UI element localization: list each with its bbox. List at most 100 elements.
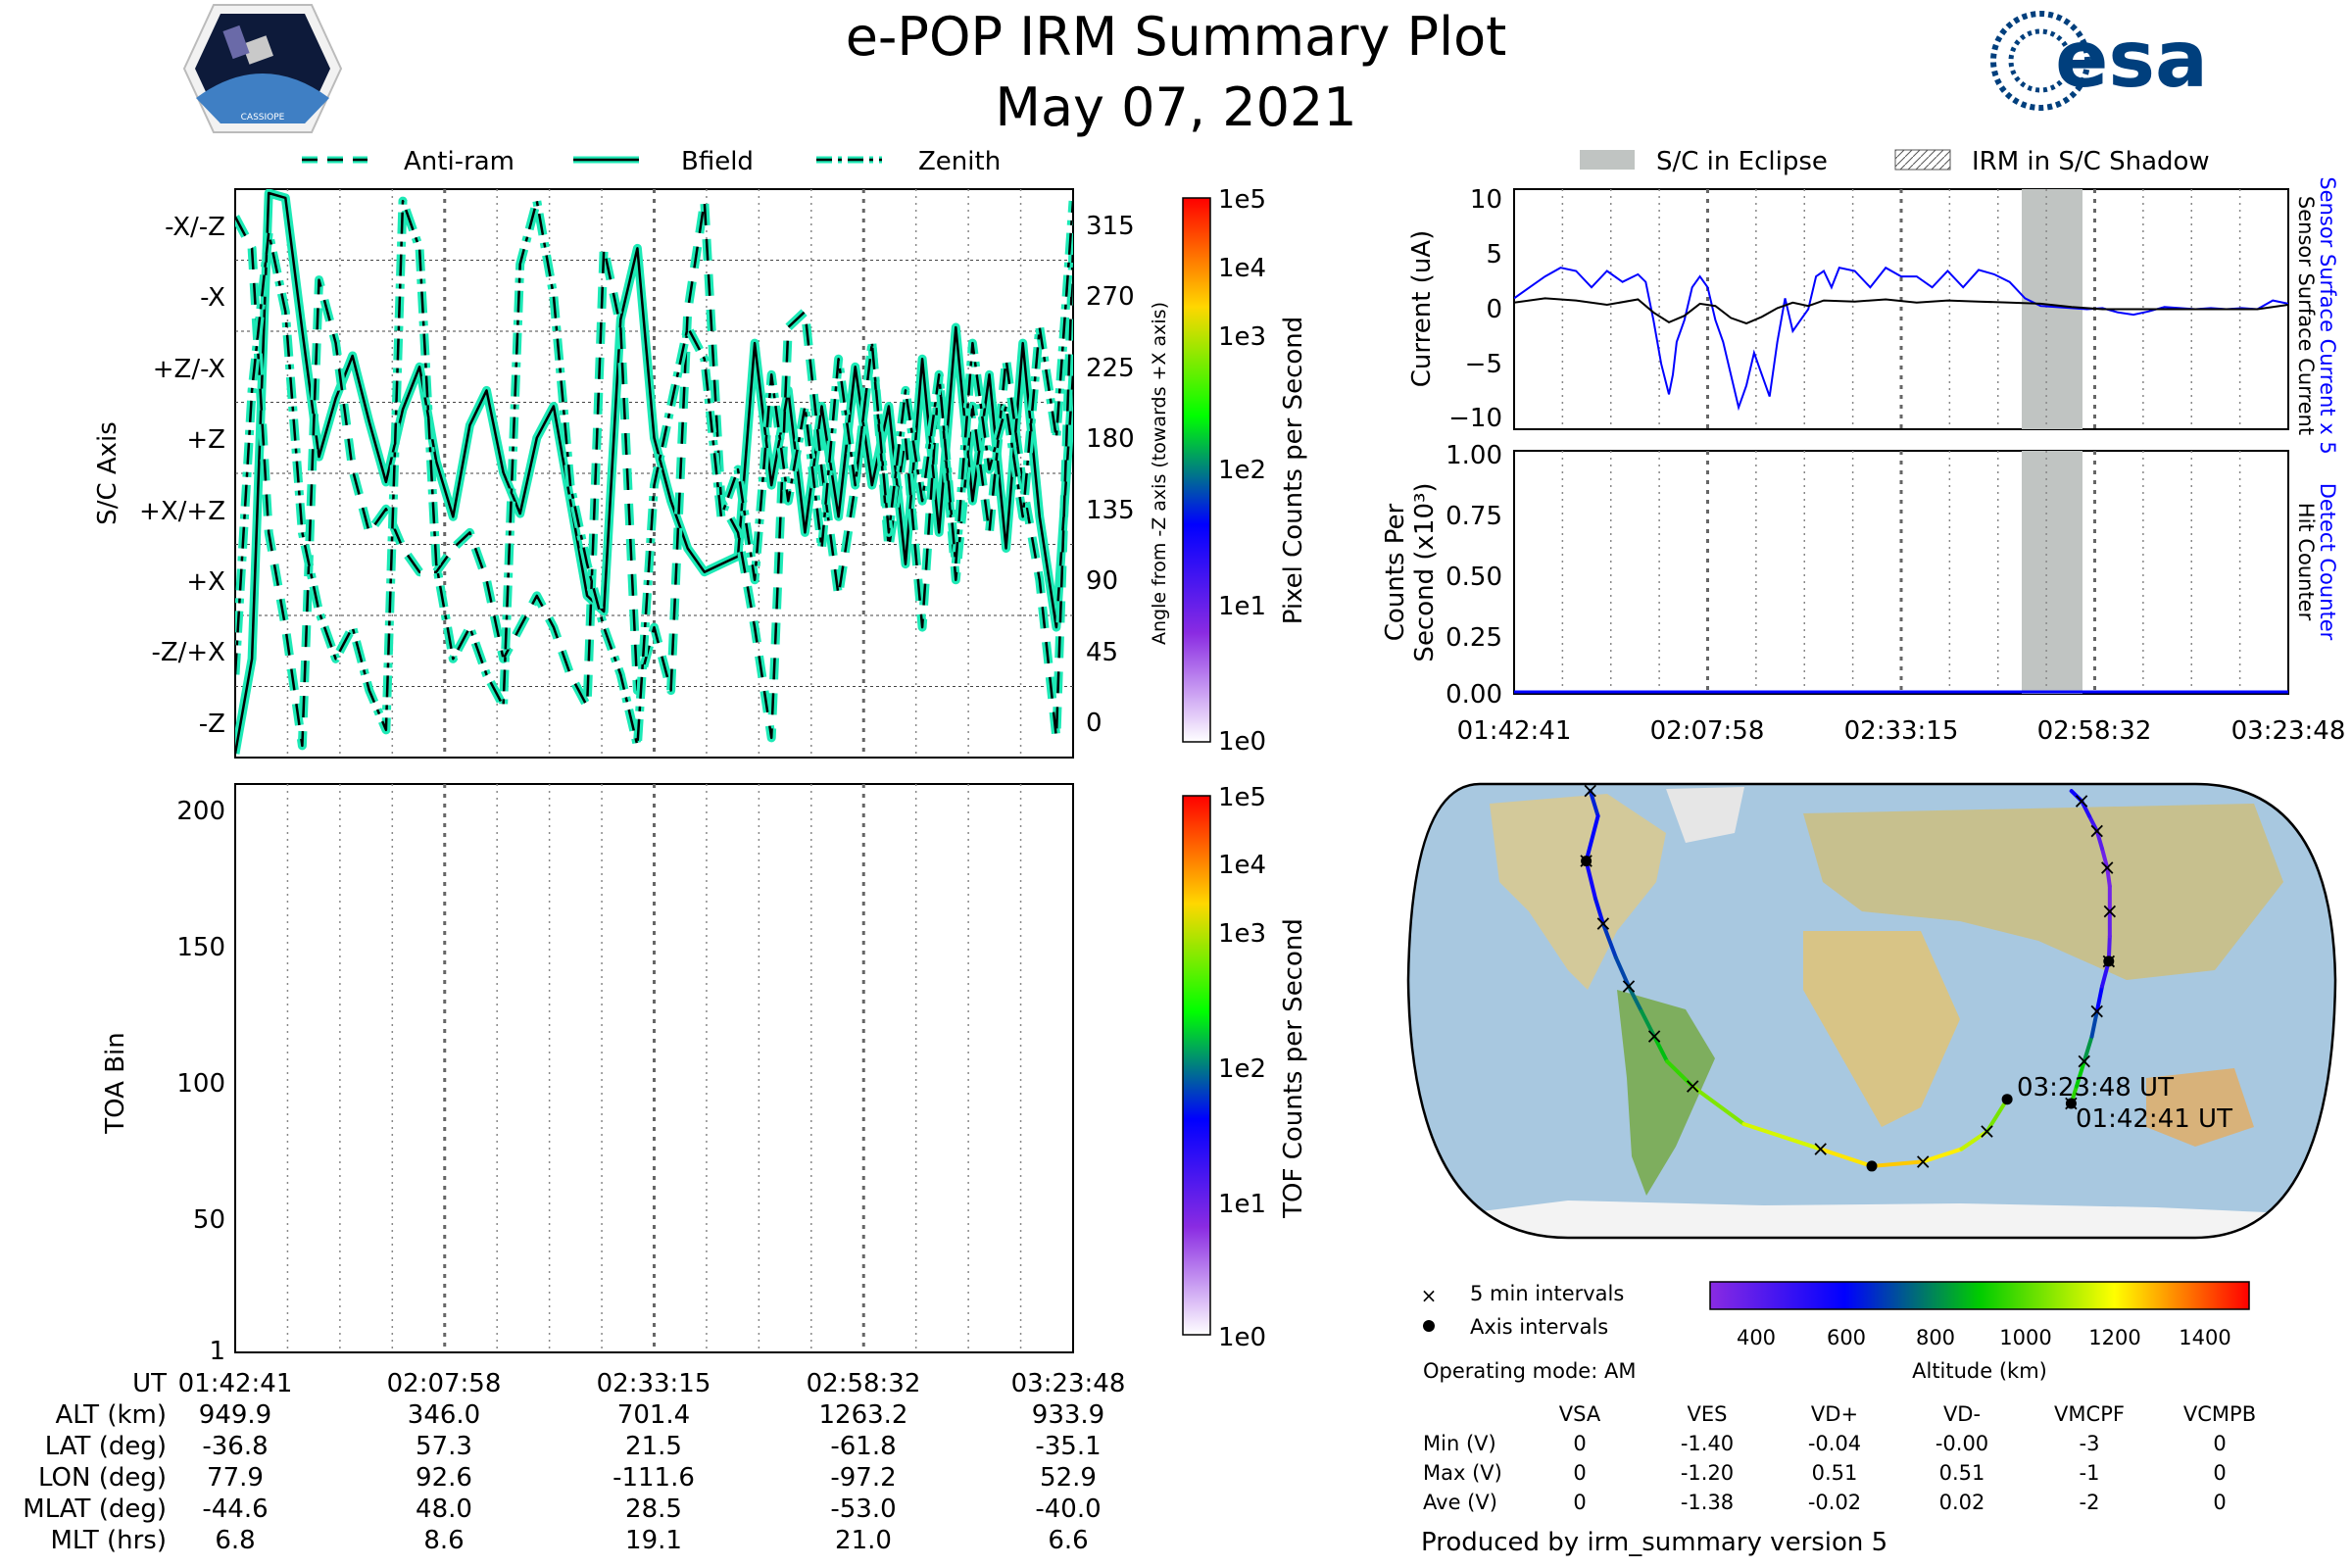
track-segment (2069, 789, 2084, 804)
page-date: May 07, 2021 (995, 76, 1356, 138)
cassiope-logo-text: CASSIOPE (241, 113, 285, 122)
voltage-header: VD- (1943, 1402, 1981, 1426)
angle-tick-label: 180 (1086, 424, 1135, 454)
track-interval-marker: × (1582, 779, 1599, 804)
ephemeris-cell: -36.8 (202, 1432, 268, 1461)
ephemeris-cell: -40.0 (1035, 1494, 1101, 1524)
legend-axis-intervals: Axis intervals (1470, 1315, 1608, 1339)
colorbar-tick: 1e4 (1218, 254, 1266, 283)
eclipse-shading (2022, 189, 2082, 429)
voltage-cell: 0.02 (1939, 1491, 1985, 1514)
counts-tick-label: 0.75 (1446, 502, 1502, 531)
voltage-cell: -0.04 (1808, 1432, 1861, 1455)
angle-tick-label: 270 (1086, 282, 1135, 312)
y-tick-label: +Z/-X (153, 355, 225, 384)
voltage-header: VES (1688, 1402, 1728, 1426)
counts-right-label-black: Hit Counter (2294, 503, 2318, 621)
track-segment (1588, 789, 1600, 818)
track-axis-marker (2001, 1094, 2013, 1105)
esa-logo-text: esa (2055, 14, 2208, 105)
ephemeris-cell: 02:07:58 (387, 1369, 502, 1398)
track-segment (1613, 956, 1631, 989)
colorbar-tick: 1e0 (1218, 727, 1266, 757)
colorbar-tick: 1e4 (1218, 851, 1266, 880)
dot-marker-icon (1423, 1320, 1435, 1332)
ephemeris-cell: 6.6 (1048, 1526, 1088, 1555)
current-traces (1514, 266, 2288, 412)
voltage-row-label: Max (V) (1423, 1461, 1502, 1485)
current-ylabel: Current (uA) (1407, 230, 1437, 387)
axis-ylabel: S/C Axis (93, 421, 122, 525)
voltage-cell: 0 (1573, 1461, 1586, 1485)
track-interval-marker: × (2088, 1000, 2106, 1024)
track-axis-marker (2103, 956, 2115, 967)
ephemeris-cell: 03:23:48 (1011, 1369, 1126, 1398)
current-tick-label: −10 (1448, 404, 1502, 433)
legend-5min: 5 min intervals (1470, 1282, 1624, 1305)
ephemeris-cell: -111.6 (612, 1463, 695, 1493)
ephemeris-cell: 57.3 (416, 1432, 472, 1461)
ephemeris-cell: 701.4 (617, 1400, 690, 1430)
track-segment (2094, 829, 2104, 851)
track-segment (1984, 1097, 2010, 1134)
ground-track: ××××××××××××××××× (1577, 779, 2119, 1174)
track-interval-marker: × (1645, 1025, 1663, 1050)
ephemeris-cell: 77.9 (207, 1463, 264, 1493)
toa-tick-label: 150 (176, 933, 225, 962)
track-interval-marker: × (1914, 1150, 1932, 1174)
current-y-ticks: 10 5 0 −5 −10 (1448, 185, 1502, 433)
voltage-cell: 0 (2213, 1432, 2226, 1455)
toa-vlines (286, 784, 1022, 1352)
toa-tick-label: 1 (209, 1337, 225, 1366)
toa-tick-label: 200 (176, 797, 225, 826)
track-segment (1593, 897, 1605, 926)
toa-y-ticks: 200 150 100 50 1 (176, 797, 225, 1366)
voltage-cell: 0 (1573, 1491, 1586, 1514)
ephemeris-row-label: LON (deg) (38, 1463, 167, 1493)
voltage-cell: -2 (2080, 1491, 2100, 1514)
ephemeris-row-label: ALT (km) (55, 1400, 167, 1430)
ephemeris-cell: -97.2 (830, 1463, 896, 1493)
track-interval-marker: × (2101, 900, 2119, 924)
ephemeris-cell: -61.8 (830, 1432, 896, 1461)
legend-bfield: Bfield (681, 147, 754, 176)
colorbar-label: Pixel Counts per Second (1279, 317, 1308, 625)
y-tick-label: +Z (186, 425, 225, 455)
ephemeris-cell: 21.5 (625, 1432, 682, 1461)
angle-tick-label: 0 (1086, 709, 1102, 738)
legend-irm-shadow: IRM in S/C Shadow (1972, 147, 2210, 176)
track-start-label: 01:42:41 UT (2076, 1104, 2232, 1134)
axis-right-ticks: 315 270 225 180 135 90 45 0 (1086, 212, 1135, 738)
track-segment (1600, 921, 1618, 960)
altitude-tick: 400 (1737, 1326, 1776, 1349)
angle-tick-label: 135 (1086, 496, 1135, 525)
track-interval-marker: × (2073, 789, 2090, 813)
colorbar-tick: 1e2 (1218, 456, 1266, 485)
track-segment (1652, 1034, 1670, 1064)
toa-panel: 200 150 100 50 1 TOA Bin (101, 783, 1074, 1366)
toa-ylabel: TOA Bin (101, 1032, 130, 1134)
eclipse-shading (2022, 451, 2082, 694)
y-tick-label: -Z (199, 710, 225, 739)
track-interval-marker: × (2088, 819, 2106, 844)
ephemeris-cell: 02:58:32 (807, 1369, 921, 1398)
axis-right-label: Angle from -Z axis (towards +X axis) (1149, 302, 1170, 645)
esa-logo: esa (1990, 11, 2208, 111)
ephemeris-table: UT ALT (km) LAT (deg) LON (deg) MLAT (de… (23, 1369, 1125, 1555)
track-interval-marker: × (1812, 1138, 1830, 1162)
track-segment (2080, 799, 2091, 818)
header: CASSIOPE e-POP IRM Summary Plot May 07, … (182, 4, 2208, 138)
track-segment (2074, 1059, 2086, 1089)
angle-tick-label: 315 (1086, 212, 1135, 241)
colorbar-label: TOF Counts per Second (1279, 918, 1308, 1219)
trace-zenith (235, 199, 1073, 748)
counts-tick-label: 0.50 (1446, 563, 1502, 592)
altitude-tick: 1000 (1999, 1326, 2051, 1349)
colorbar-tick: 1e0 (1218, 1323, 1266, 1352)
voltage-cell: -3 (2080, 1432, 2100, 1455)
y-tick-label: -Z/+X (151, 638, 225, 667)
angle-tick-label: 90 (1086, 566, 1118, 596)
shadow-legend: S/C in Eclipse IRM in S/C Shadow (1580, 147, 2210, 176)
ephemeris-row-label: UT (132, 1369, 167, 1398)
y-tick-label: +X (186, 567, 225, 597)
